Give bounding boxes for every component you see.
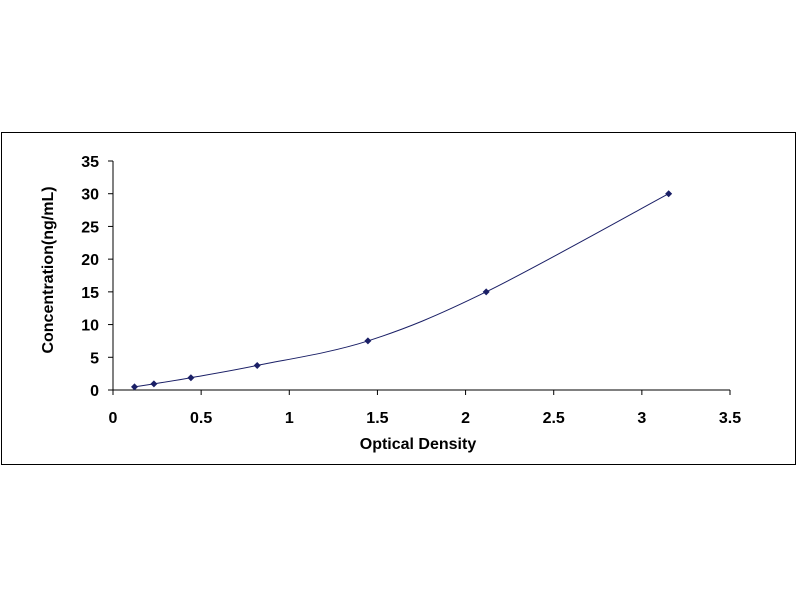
x-tick-label: 1.5 bbox=[366, 410, 388, 427]
data-point bbox=[482, 288, 490, 296]
data-point bbox=[150, 380, 158, 388]
data-point bbox=[253, 361, 261, 369]
y-tick-label: 10 bbox=[81, 318, 99, 335]
y-tick-label: 30 bbox=[81, 187, 99, 204]
data-point bbox=[364, 337, 372, 345]
chart-frame bbox=[1, 132, 796, 465]
fitted-curve bbox=[134, 193, 669, 388]
x-tick-label: 0 bbox=[109, 410, 118, 427]
y-tick-label: 0 bbox=[90, 383, 99, 400]
x-tick-label: 2 bbox=[461, 410, 470, 427]
y-tick-label: 15 bbox=[81, 285, 99, 302]
y-tick-label: 5 bbox=[90, 350, 99, 367]
y-tick-label: 25 bbox=[81, 219, 99, 236]
data-point bbox=[131, 383, 139, 391]
x-axis-title: Optical Density bbox=[360, 436, 477, 453]
x-tick-label: 3.5 bbox=[719, 410, 741, 427]
data-point bbox=[187, 374, 195, 382]
y-axis-title: Concentration(ng/mL) bbox=[40, 186, 57, 353]
data-point bbox=[665, 190, 673, 198]
x-tick-label: 3 bbox=[637, 410, 646, 427]
y-tick-label: 20 bbox=[81, 252, 99, 269]
y-tick-label: 35 bbox=[81, 154, 99, 171]
x-tick-label: 0.5 bbox=[190, 410, 212, 427]
x-tick-label: 2.5 bbox=[543, 410, 565, 427]
x-tick-label: 1 bbox=[285, 410, 294, 427]
